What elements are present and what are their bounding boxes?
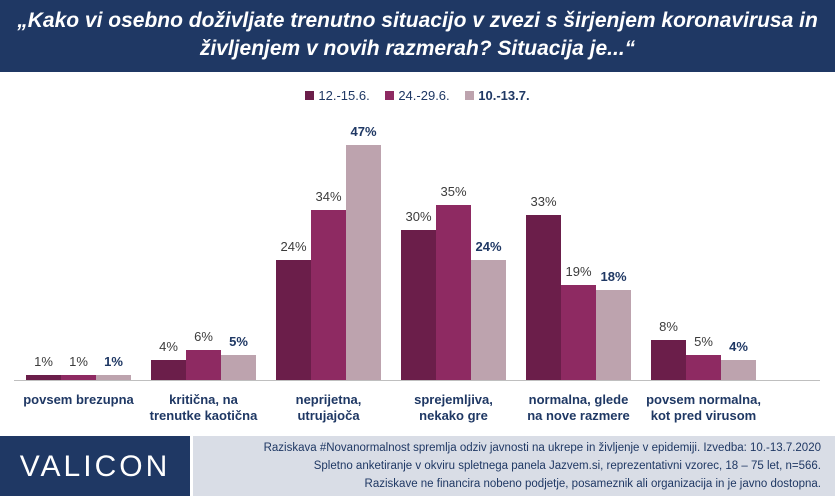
title-line-2: življenjem v novih razmerah? Situacija j… xyxy=(199,37,636,60)
valicon-logo: VALICON xyxy=(0,436,190,496)
category-label-1-line-1: povsem brezupna xyxy=(23,392,134,407)
bar-s2-c2 xyxy=(186,350,221,380)
category-label-3-line-2: utrujajoča xyxy=(297,408,360,423)
data-label-s2-c4: 35% xyxy=(440,184,466,199)
bar-s3-c3 xyxy=(346,145,381,380)
footer: VALICON Raziskava #Novanormalnost spreml… xyxy=(0,432,835,502)
data-label-s3-c2: 5% xyxy=(229,334,248,349)
legend-swatch-1 xyxy=(305,91,315,100)
category-label-5-line-1: normalna, glede xyxy=(529,392,629,407)
bar-s3-c2 xyxy=(221,355,256,380)
data-label-s2-c5: 19% xyxy=(565,264,591,279)
title-line-1: „Kako vi osebno doživljate trenutno situ… xyxy=(17,9,818,32)
chart-title: „Kako vi osebno doživljate trenutno situ… xyxy=(10,7,825,63)
data-label-s1-c6: 8% xyxy=(659,319,678,334)
bar-s1-c6 xyxy=(651,340,686,380)
category-label-4-line-2: nekako gre xyxy=(419,408,488,423)
category-label-4-line-1: sprejemljiva, xyxy=(414,392,493,407)
legend: 12.-15.6. 24.-29.6. 10.-13.7. xyxy=(0,88,835,103)
bar-s2-c5 xyxy=(561,285,596,380)
header-banner: „Kako vi osebno doživljate trenutno situ… xyxy=(0,0,835,72)
note-line-3: Raziskave ne financira nobeno podjetje, … xyxy=(364,478,821,490)
bar-s3-c4 xyxy=(471,260,506,380)
bar-chart: 1% 1% 1% povsem brezupna 4% 6% 5% kritična, nat… xyxy=(14,124,820,423)
data-label-s1-c4: 30% xyxy=(405,209,431,224)
bar-s1-c2 xyxy=(151,360,186,380)
legend-item-series-2: 24.-29.6. xyxy=(385,88,450,103)
data-label-s2-c3: 34% xyxy=(315,189,341,204)
legend-swatch-3 xyxy=(465,91,475,100)
category-label-2-line-1: kritična, na xyxy=(169,392,238,407)
data-label-s1-c5: 33% xyxy=(530,194,556,209)
bar-s1-c4 xyxy=(401,230,436,380)
category-label-3-line-1: neprijetna, xyxy=(296,392,362,407)
bar-s1-c3 xyxy=(276,260,311,380)
survey-note: Raziskava #Novanormalnost spremlja odziv… xyxy=(193,436,835,496)
bar-s2-c3 xyxy=(311,210,346,380)
data-label-s3-c6: 4% xyxy=(729,339,748,354)
data-label-s2-c1: 1% xyxy=(69,354,88,369)
legend-label-3: 10.-13.7. xyxy=(478,88,530,103)
bar-s3-c6 xyxy=(721,360,756,380)
data-label-s3-c5: 18% xyxy=(600,269,626,284)
data-label-s3-c1: 1% xyxy=(104,354,123,369)
note-line-2: Spletno anketiranje v okviru spletnega p… xyxy=(313,460,821,472)
legend-label-2: 24.-29.6. xyxy=(398,88,450,103)
bar-s3-c5 xyxy=(596,290,631,380)
data-label-s3-c4: 24% xyxy=(475,239,501,254)
category-label-6-line-2: kot pred virusom xyxy=(651,408,756,423)
data-label-s2-c2: 6% xyxy=(194,329,213,344)
legend-item-series-1: 12.-15.6. xyxy=(305,88,370,103)
bar-s3-c1 xyxy=(96,375,131,380)
bar-s1-c1 xyxy=(26,375,61,380)
legend-label-1: 12.-15.6. xyxy=(318,88,370,103)
bar-s2-c4 xyxy=(436,205,471,380)
bar-s1-c5 xyxy=(526,215,561,380)
data-label-s2-c6: 5% xyxy=(694,334,713,349)
legend-item-series-3: 10.-13.7. xyxy=(465,88,530,103)
data-label-s1-c2: 4% xyxy=(159,339,178,354)
bar-s2-c6 xyxy=(686,355,721,380)
data-label-s1-c1: 1% xyxy=(34,354,53,369)
bar-s2-c1 xyxy=(61,375,96,380)
logo-text: VALICON xyxy=(19,450,171,483)
note-line-1: Raziskava #Novanormalnost spremlja odziv… xyxy=(263,442,821,454)
data-label-s3-c3: 47% xyxy=(350,124,376,139)
category-label-2-line-2: trenutke kaotična xyxy=(150,408,258,423)
category-label-5-line-2: na nove razmere xyxy=(527,408,630,423)
legend-swatch-2 xyxy=(385,91,395,100)
data-label-s1-c3: 24% xyxy=(280,239,306,254)
category-label-6-line-1: povsem normalna, xyxy=(646,392,761,407)
